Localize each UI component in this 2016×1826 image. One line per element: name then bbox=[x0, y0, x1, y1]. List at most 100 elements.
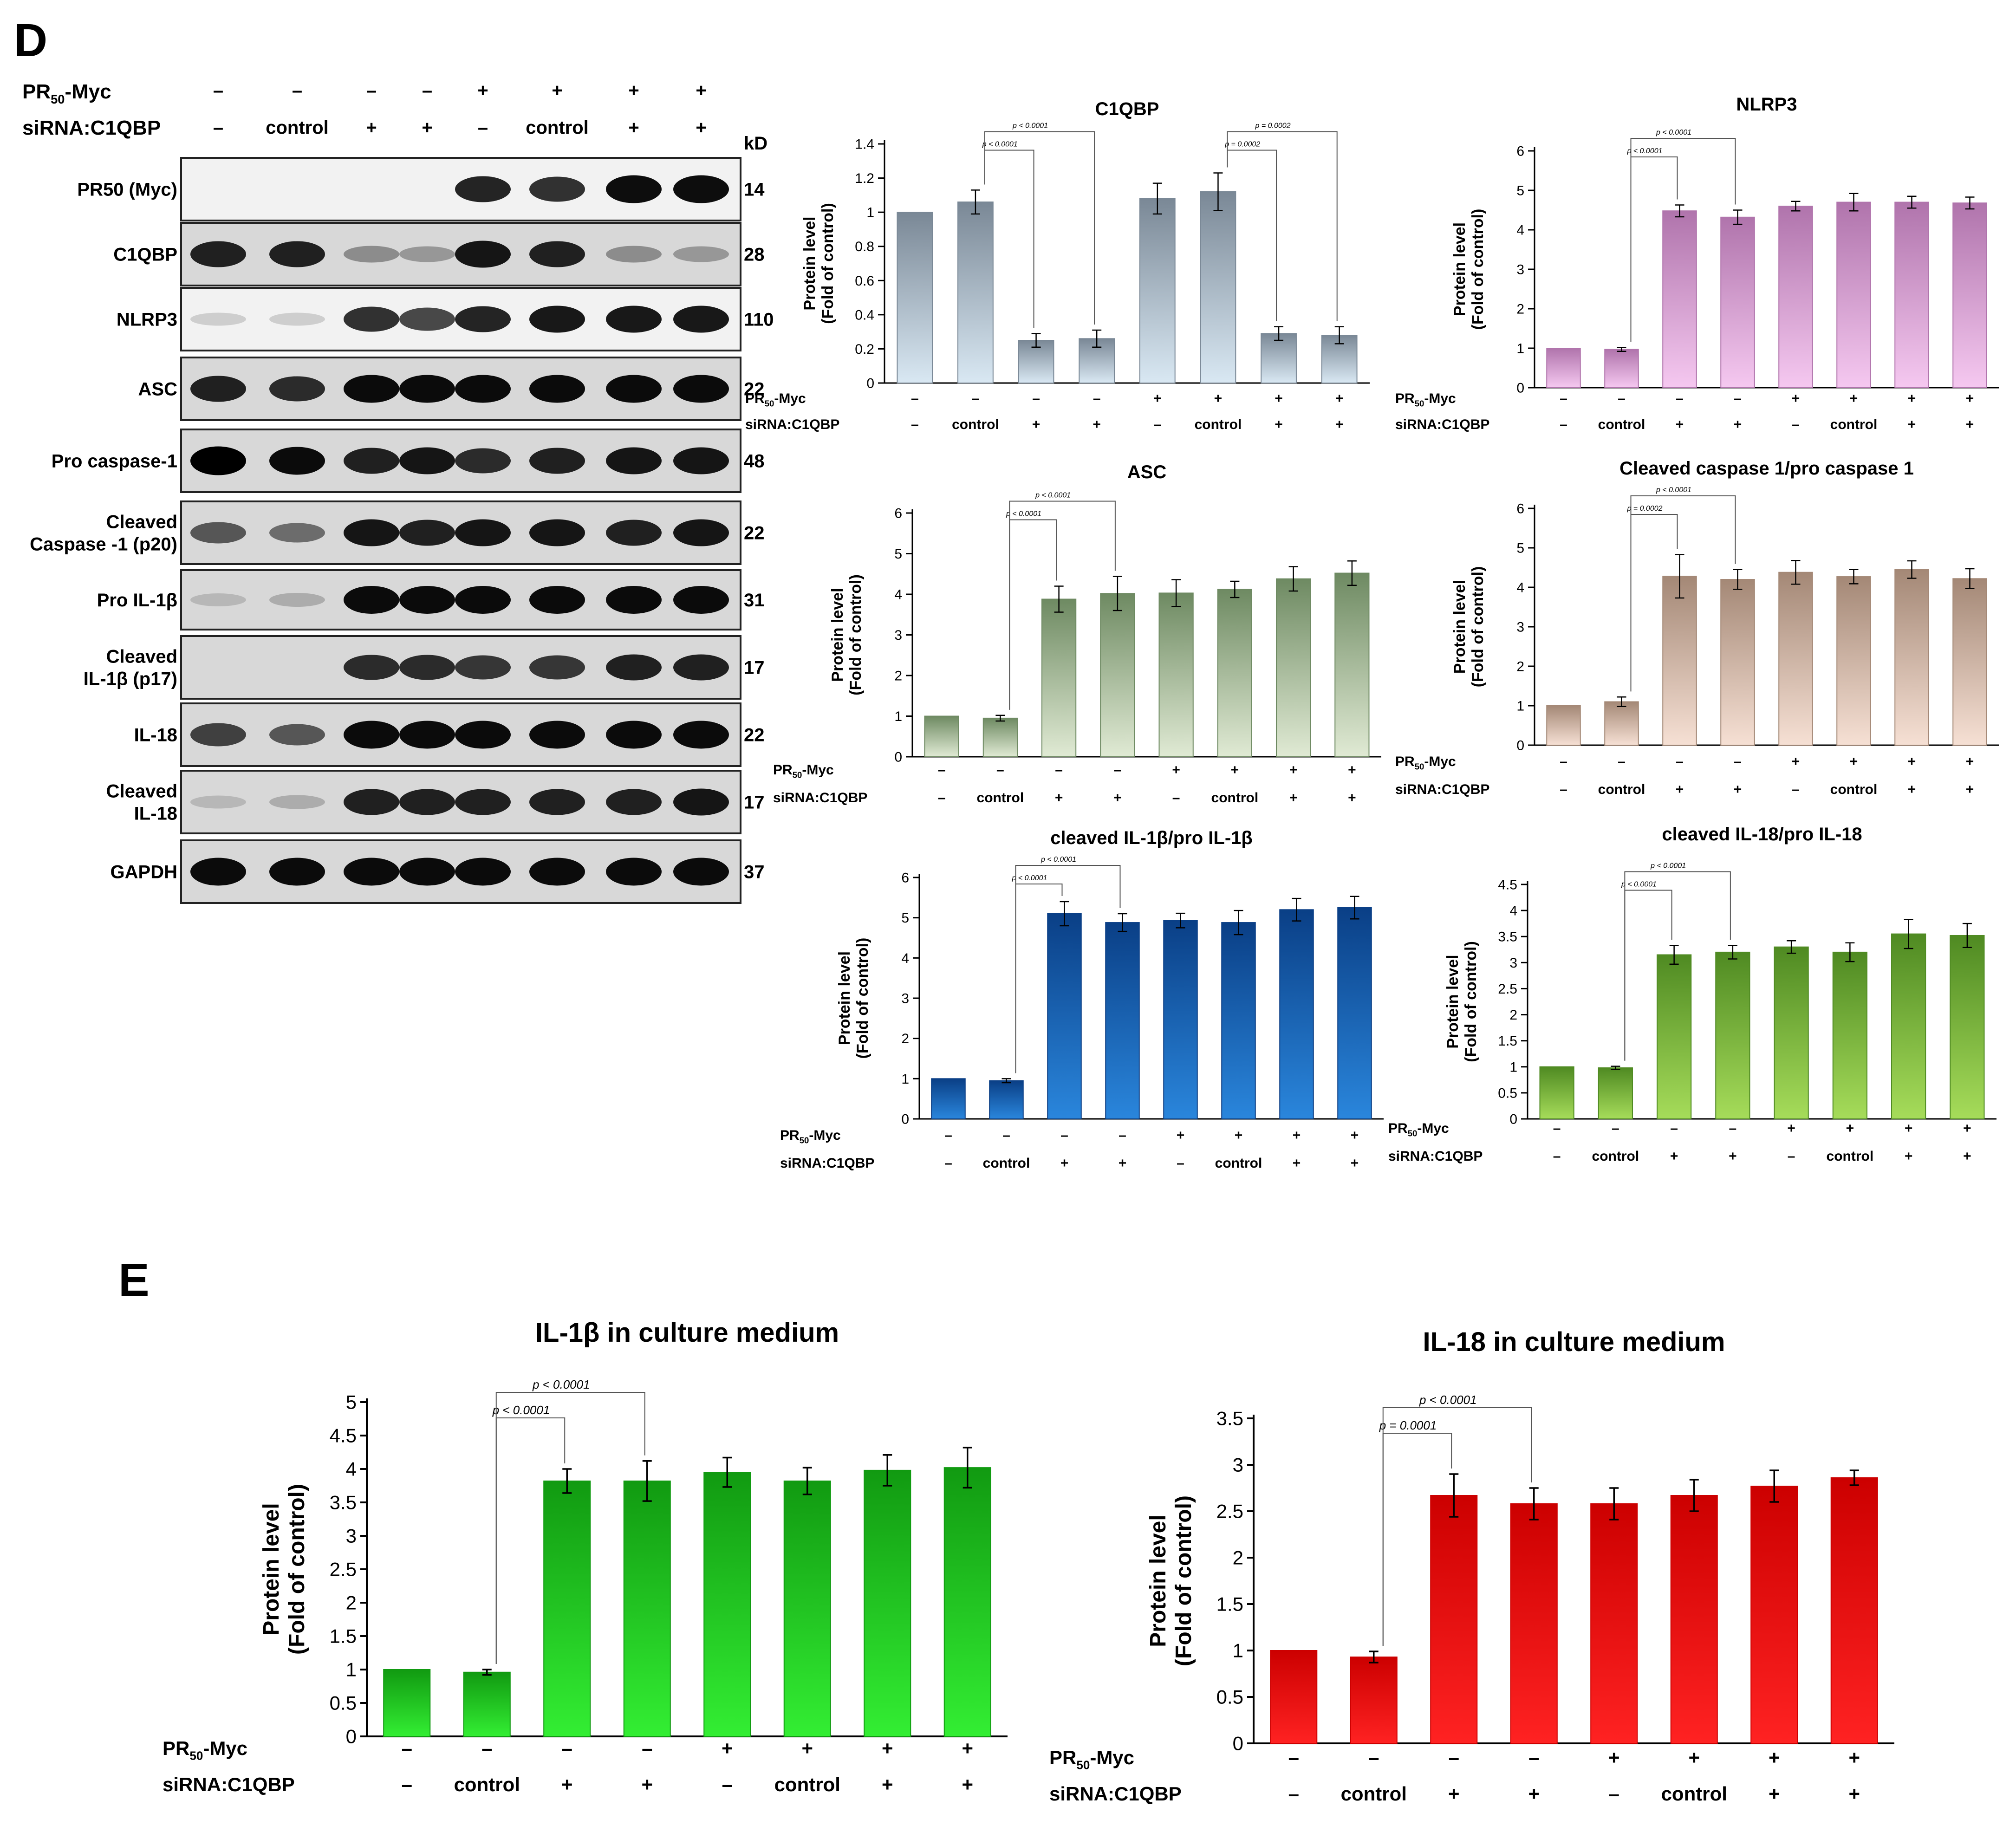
p-value-label: p < 0.0001 bbox=[1419, 1393, 1477, 1407]
y-axis-label: Protein level(Fold of control) bbox=[1451, 566, 1487, 688]
bar bbox=[543, 1480, 591, 1737]
y-tick-label: 1 bbox=[1233, 1640, 1243, 1662]
condition-pr50-value: – bbox=[944, 1128, 952, 1143]
y-tick-label: 0 bbox=[1509, 1112, 1517, 1127]
blot-band bbox=[673, 246, 729, 262]
y-tick-label: 4 bbox=[894, 587, 902, 603]
y-axis-label: Protein level(Fold of control) bbox=[1451, 209, 1487, 330]
y-axis-label: Protein level(Fold of control) bbox=[801, 203, 837, 324]
blot-band bbox=[455, 519, 511, 546]
condition-pr50-value: – bbox=[1729, 1121, 1737, 1136]
y-tick-label: 2 bbox=[1516, 302, 1524, 317]
bar bbox=[1836, 576, 1871, 746]
condition-sirna-value: + bbox=[1335, 417, 1344, 432]
blot-band bbox=[344, 858, 399, 886]
blot-header-sirna-value: – bbox=[478, 117, 488, 138]
condition-pr50-value: – bbox=[1119, 1128, 1126, 1143]
condition-sirna-value: + bbox=[1966, 417, 1974, 432]
condition-pr50-value: + bbox=[1235, 1128, 1243, 1143]
blot-band bbox=[399, 246, 455, 262]
condition-pr50-value: + bbox=[1688, 1747, 1700, 1768]
blot-header-pr50-value: + bbox=[696, 80, 706, 101]
condition-pr50-value: – bbox=[1618, 754, 1626, 769]
condition-pr50-value: – bbox=[1368, 1747, 1379, 1768]
y-tick-label: 2.5 bbox=[1216, 1501, 1243, 1522]
condition-pr50-value: + bbox=[1846, 1121, 1854, 1136]
blot-band bbox=[399, 520, 455, 546]
bar-chart-6: cleaved IL-18/pro IL-18 Protein level(Fol… bbox=[1388, 824, 1996, 1164]
blot-header-pr50-value: + bbox=[552, 80, 562, 101]
bar bbox=[1774, 946, 1809, 1119]
p-value-label: p < 0.0001 bbox=[1650, 862, 1686, 870]
condition-pr50-value: + bbox=[1351, 1128, 1359, 1143]
blot-band bbox=[344, 306, 399, 332]
blot-header-pr50-value: – bbox=[213, 80, 223, 101]
y-tick-label: 2 bbox=[894, 669, 902, 684]
blot-row-label: Cleaved bbox=[106, 781, 177, 802]
condition-pr50-value: – bbox=[972, 391, 980, 406]
condition-sirna-value: + bbox=[1055, 790, 1063, 806]
y-tick-label: 6 bbox=[894, 506, 902, 521]
blot-band bbox=[399, 307, 455, 331]
condition-sirna-value: – bbox=[1792, 417, 1800, 432]
y-tick-label: 1 bbox=[894, 709, 902, 724]
blot-header-sirna-label: siRNA:C1QBP bbox=[22, 117, 161, 139]
blot-band bbox=[529, 789, 585, 815]
condition-pr50-value: + bbox=[1289, 762, 1298, 778]
p-value-bracket bbox=[1624, 871, 1731, 1061]
blot-band bbox=[399, 655, 455, 680]
blot-band bbox=[673, 375, 729, 403]
condition-sirna-value: control bbox=[1592, 1149, 1639, 1164]
blot-row-label: C1QBP bbox=[113, 245, 177, 265]
bar bbox=[989, 1080, 1024, 1120]
bar bbox=[924, 715, 959, 757]
bar bbox=[1778, 206, 1813, 388]
blot-band bbox=[455, 240, 511, 268]
chart-title: cleaved IL-1β/pro IL-1β bbox=[1050, 828, 1253, 848]
condition-pr50-value: + bbox=[1608, 1747, 1620, 1768]
bar bbox=[1337, 907, 1372, 1119]
y-tick-label: 5 bbox=[901, 910, 909, 926]
condition-sirna-value: + bbox=[561, 1774, 573, 1795]
condition-sirna-value: + bbox=[1769, 1783, 1780, 1805]
y-tick-label: 3 bbox=[1509, 955, 1517, 971]
y-tick-label: 3 bbox=[901, 991, 909, 1007]
bar bbox=[982, 717, 1018, 757]
blot-band bbox=[673, 586, 729, 614]
condition-sirna-value: + bbox=[1676, 782, 1684, 797]
blot-row-label: Cleaved bbox=[106, 647, 177, 667]
condition-sirna-value: + bbox=[962, 1774, 973, 1795]
blot-kd-value: 17 bbox=[744, 658, 765, 678]
condition-sirna-value: + bbox=[1528, 1783, 1540, 1805]
condition-sirna-label: siRNA:C1QBP bbox=[163, 1774, 295, 1795]
blot-band bbox=[269, 724, 325, 746]
bar bbox=[1720, 216, 1755, 388]
y-tick-label: 3 bbox=[346, 1525, 357, 1547]
condition-pr50-label: PR50-Myc bbox=[1395, 754, 1456, 772]
y-axis-label: Protein level(Fold of control) bbox=[836, 938, 871, 1059]
y-tick-label: 0 bbox=[1516, 738, 1524, 754]
condition-pr50-value: – bbox=[1060, 1128, 1068, 1143]
condition-pr50-value: – bbox=[1114, 762, 1122, 778]
condition-pr50-value: + bbox=[1177, 1128, 1185, 1143]
condition-sirna-value: + bbox=[641, 1774, 653, 1795]
condition-sirna-value: + bbox=[1448, 1783, 1460, 1805]
y-tick-label: 1 bbox=[1516, 699, 1524, 714]
blot-band bbox=[269, 523, 325, 543]
condition-sirna-value: + bbox=[1351, 1156, 1359, 1171]
condition-sirna-label: siRNA:C1QBP bbox=[1395, 782, 1489, 797]
y-tick-label: 3.5 bbox=[1498, 929, 1517, 945]
blot-kd-value: 48 bbox=[744, 451, 765, 472]
condition-pr50-value: – bbox=[402, 1737, 412, 1759]
condition-pr50-value: + bbox=[1966, 391, 1974, 406]
condition-sirna-label: siRNA:C1QBP bbox=[745, 417, 839, 432]
condition-pr50-value: – bbox=[1734, 391, 1742, 406]
bar-chart-4: Cleaved caspase 1/pro caspase 1 Protein l… bbox=[1395, 458, 1999, 797]
bar bbox=[1158, 592, 1194, 757]
blot-kd-value: 31 bbox=[744, 590, 765, 611]
bar bbox=[1894, 201, 1929, 388]
y-tick-label: 1.5 bbox=[1216, 1593, 1243, 1615]
bar bbox=[1657, 954, 1692, 1119]
bar bbox=[1830, 1477, 1878, 1744]
bar-chart-7: IL-1β in culture medium Protein level(Fol… bbox=[163, 1318, 1008, 1795]
